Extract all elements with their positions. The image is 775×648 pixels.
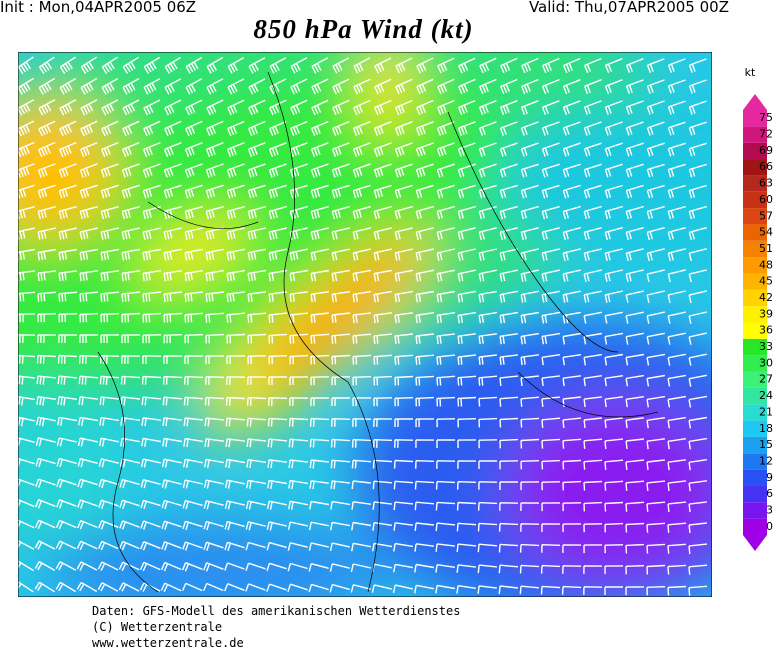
colorbar-swatch bbox=[743, 240, 767, 258]
colorbar-swatch bbox=[743, 485, 767, 503]
colorbar-swatch bbox=[743, 257, 767, 274]
colorbar-label: 66 bbox=[759, 160, 773, 173]
footer-url: www.wetterzentrale.de bbox=[92, 636, 244, 648]
colorbar-swatch bbox=[743, 110, 767, 127]
map-title: 850 hPa Wind (kt) bbox=[253, 14, 474, 44]
colorbar-swatch bbox=[743, 371, 767, 388]
footer-source: Daten: GFS-Modell des amerikanischen Wet… bbox=[92, 604, 461, 618]
colorbar-label: 75 bbox=[759, 111, 773, 124]
colorbar-swatch bbox=[743, 273, 767, 290]
colorbar-min-arrow bbox=[743, 535, 767, 551]
borders bbox=[97, 71, 659, 593]
colorbar-label: 27 bbox=[759, 373, 773, 386]
colorbar-label: 57 bbox=[759, 209, 773, 222]
colorbar-swatch bbox=[743, 404, 767, 421]
colorbar-swatch bbox=[743, 142, 767, 160]
colorbar-swatch bbox=[743, 208, 767, 225]
init-time: Init : Mon,04APR2005 06Z bbox=[0, 0, 197, 16]
colorbar-swatch bbox=[743, 518, 767, 535]
colorbar-label: 24 bbox=[759, 389, 773, 402]
colorbar-label: 0 bbox=[766, 520, 773, 533]
colorbar-label: 15 bbox=[759, 438, 773, 451]
colorbar-swatch bbox=[743, 453, 767, 470]
colorbar-label: 12 bbox=[759, 454, 773, 467]
colorbar-label: 6 bbox=[766, 487, 773, 500]
wind-map bbox=[18, 52, 712, 597]
colorbar-swatch bbox=[743, 436, 767, 454]
colorbar-label: 36 bbox=[759, 324, 773, 337]
colorbar-label: 30 bbox=[759, 356, 773, 369]
colorbar-label: 69 bbox=[759, 144, 773, 157]
colorbar-swatch bbox=[743, 175, 767, 192]
colorbar-label: 21 bbox=[759, 405, 773, 418]
valid-time: Valid: Thu,07APR2005 00Z bbox=[528, 0, 729, 16]
colorbar-swatch bbox=[743, 224, 767, 241]
colorbar-swatch bbox=[743, 469, 767, 486]
colorbar-swatch bbox=[743, 289, 767, 307]
colorbar-label: 33 bbox=[759, 340, 773, 353]
colorbar-label: 72 bbox=[759, 128, 773, 141]
colorbar-unit: kt bbox=[745, 66, 756, 79]
colorbar-label: 42 bbox=[759, 291, 773, 304]
colorbar-swatch bbox=[743, 355, 767, 372]
colorbar-label: 45 bbox=[759, 275, 773, 288]
colorbar-label: 18 bbox=[759, 422, 773, 435]
colorbar-swatch bbox=[743, 420, 767, 437]
colorbar-label: 63 bbox=[759, 177, 773, 190]
colorbar-label: 54 bbox=[759, 226, 773, 239]
colorbar-swatch bbox=[743, 338, 767, 356]
footer-copyright: (C) Wetterzentrale bbox=[92, 620, 223, 634]
colorbar-label: 39 bbox=[759, 307, 773, 320]
colorbar-label: 9 bbox=[766, 471, 773, 484]
colorbar-swatch bbox=[743, 159, 767, 176]
colorbar-label: 51 bbox=[759, 242, 773, 255]
colorbar-label: 60 bbox=[759, 193, 773, 206]
colorbar-swatch bbox=[743, 306, 767, 323]
colorbar: kt 0369121518212427303336394245485154576… bbox=[743, 66, 773, 551]
colorbar-swatch bbox=[743, 191, 767, 209]
colorbar-swatch bbox=[743, 502, 767, 519]
colorbar-swatch bbox=[743, 322, 767, 339]
colorbar-swatch bbox=[743, 387, 767, 405]
colorbar-label: 48 bbox=[759, 258, 773, 271]
colorbar-max-arrow bbox=[743, 94, 767, 110]
colorbar-swatch bbox=[743, 126, 767, 143]
wind-field bbox=[18, 52, 712, 597]
colorbar-label: 3 bbox=[766, 503, 773, 516]
